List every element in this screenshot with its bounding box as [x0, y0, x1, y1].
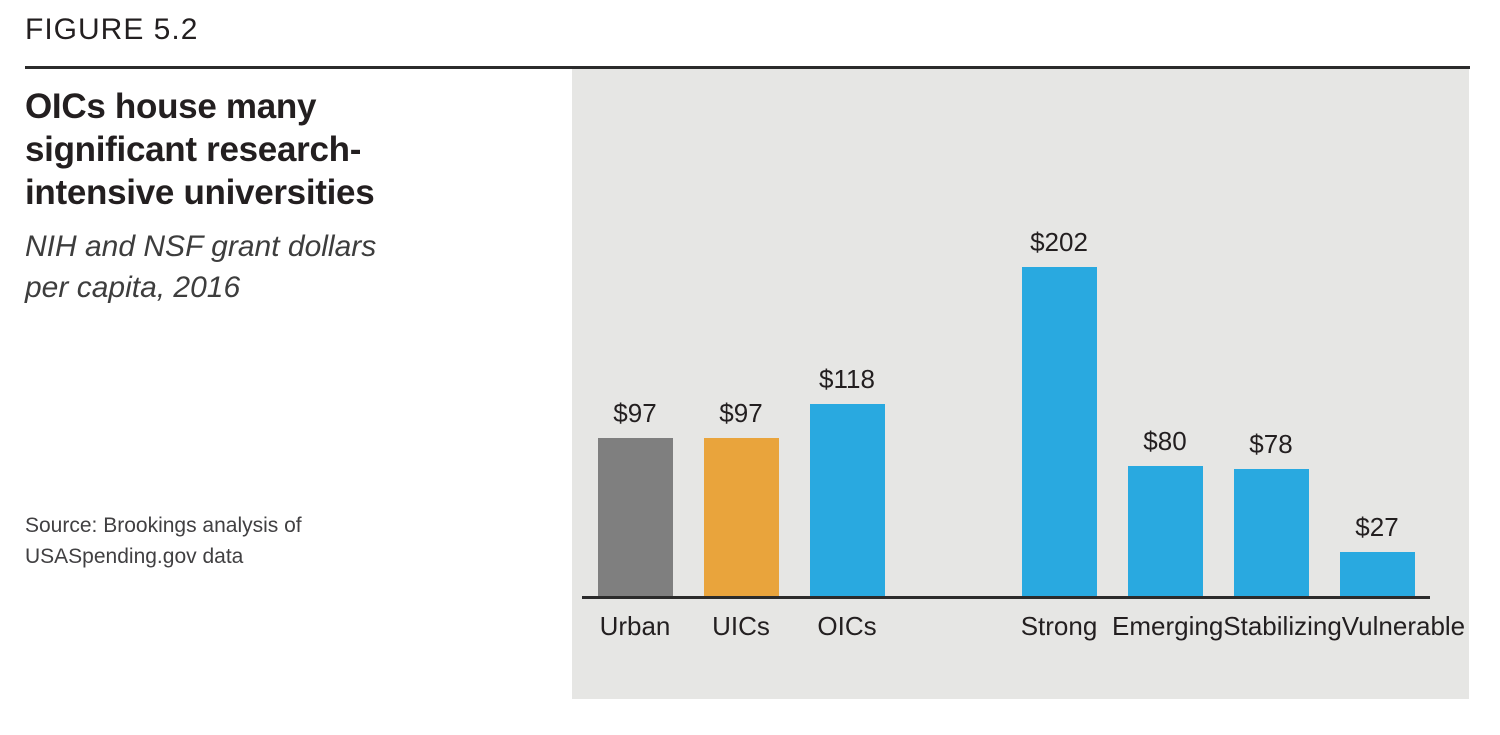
bar: [1021, 267, 1097, 596]
bar-slot: $78: [1218, 429, 1324, 596]
category-label: Emerging: [1112, 611, 1223, 642]
category-label-text: Stabilizing: [1223, 611, 1342, 641]
chart-panel: $97 $97 $118 $202 $80 $78 $27 Urban UICs OICs Str…: [572, 69, 1469, 699]
chart-subtitle: NIH and NSF grant dollars per capita, 20…: [25, 230, 377, 304]
bar: [1339, 552, 1415, 596]
bar-slot: $97: [688, 398, 794, 596]
bars-row: $97 $97 $118 $202 $80 $78 $27: [582, 227, 1430, 599]
category-label: Vulnerable: [1342, 611, 1465, 642]
bar-slot: $27: [1324, 512, 1430, 596]
category-label-text: Emerging: [1112, 611, 1224, 641]
category-labels-row: Urban UICs OICs Strong Emerging Stabilizing Vu…: [582, 599, 1466, 642]
category-label-text: OICs: [817, 611, 877, 641]
bar: [1233, 469, 1309, 596]
category-label-text: UICs: [712, 611, 770, 641]
bar-slot: $80: [1112, 426, 1218, 596]
category-label: UICs: [688, 611, 794, 642]
bar: [809, 404, 885, 596]
bar-value-label: $80: [1143, 426, 1187, 456]
category-label: Stabilizing: [1223, 611, 1342, 642]
bar-value-label: $202: [1030, 227, 1088, 257]
figure-number-label: FIGURE 5.2: [25, 13, 199, 46]
bar-slot: $97: [582, 398, 688, 596]
category-label: OICs: [794, 611, 900, 642]
category-label-text: Urban: [599, 611, 671, 641]
bar-value-label: $27: [1355, 512, 1399, 542]
chart-title: OICs house many significant research- in…: [25, 87, 375, 212]
bar: [703, 438, 779, 596]
bar-slot: $118: [794, 364, 900, 596]
bar-chart: $97 $97 $118 $202 $80 $78 $27 Urban UICs OICs Str…: [582, 227, 1466, 642]
category-label-text: Strong: [1020, 611, 1098, 641]
group-gap: [900, 611, 1006, 642]
bar-slot: $202: [1006, 227, 1112, 596]
category-label-text: Vulnerable: [1341, 611, 1466, 641]
bar-value-label: $97: [719, 398, 763, 428]
source-note: Source: Brookings analysis of USASpendin…: [25, 514, 302, 568]
bar-value-label: $97: [613, 398, 657, 428]
bar: [1127, 466, 1203, 596]
bar: [597, 438, 673, 596]
category-label: Strong: [1006, 611, 1112, 642]
divider-rule: [25, 66, 1470, 69]
bar-value-label: $78: [1249, 429, 1293, 459]
category-label: Urban: [582, 611, 688, 642]
bar-value-label: $118: [819, 364, 875, 394]
